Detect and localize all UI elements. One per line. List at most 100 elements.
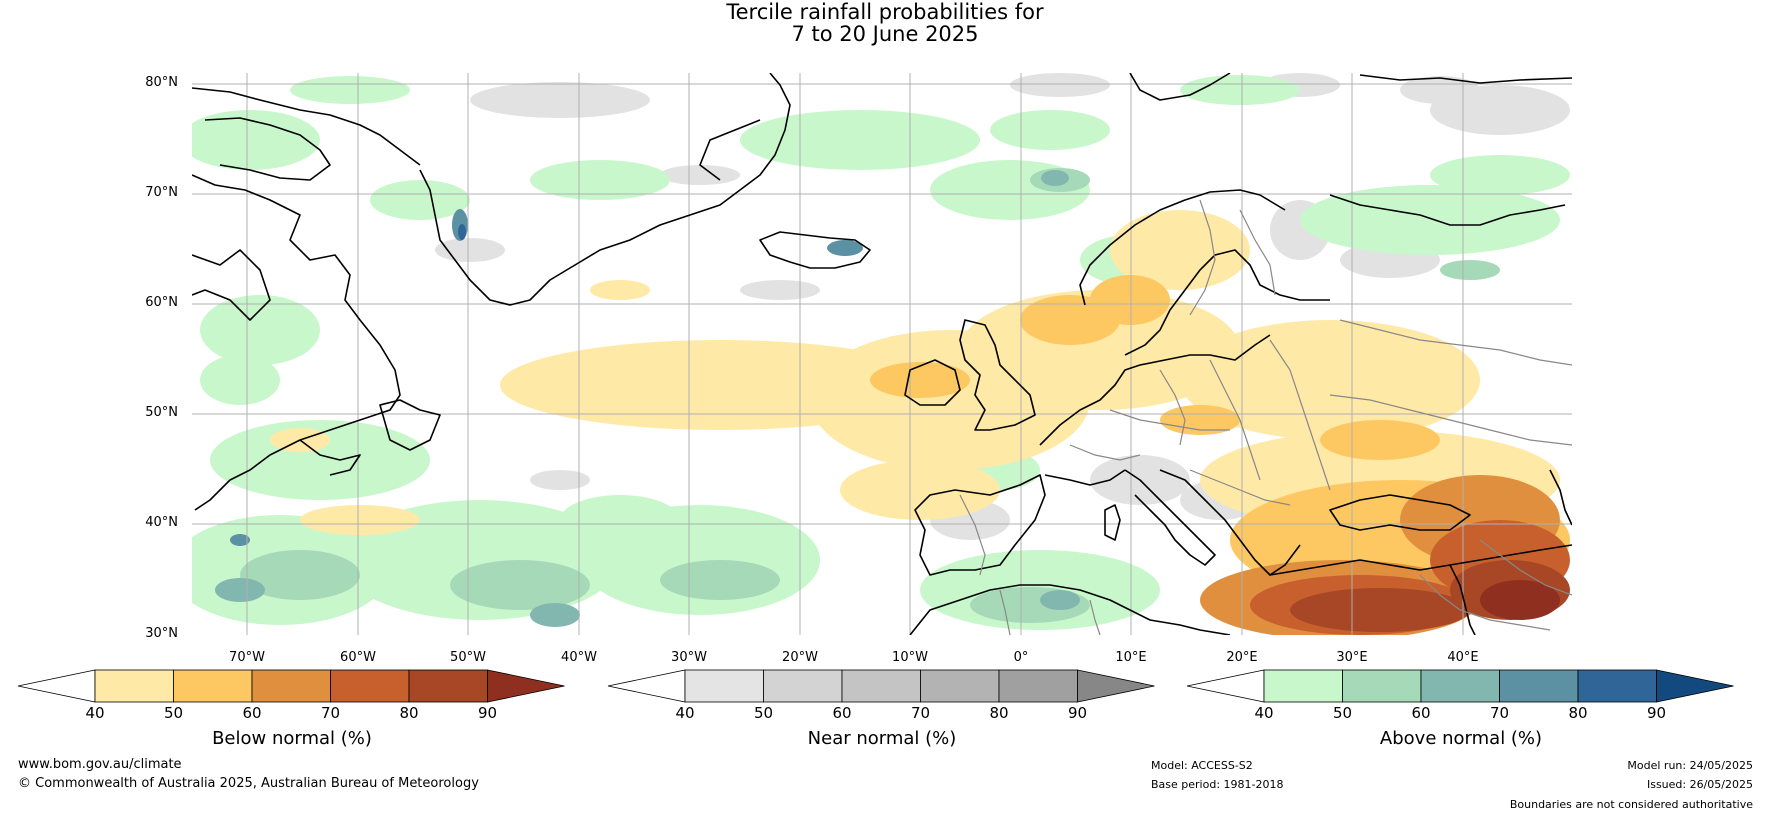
coast-barents (1359, 74, 1572, 84)
below-normal-areas (270, 210, 1570, 635)
coast-greenland (419, 73, 791, 306)
above-tick-90: 90 (1646, 704, 1667, 722)
colorbar-below-normal (17, 669, 565, 703)
lat-label-50n: 50°N (145, 405, 178, 420)
near-tick-60: 60 (832, 704, 852, 722)
near-tick-50: 50 (753, 704, 774, 722)
near-segment-0 (684, 669, 764, 703)
lon-label-60w: 60°W (340, 650, 376, 665)
below-tick-90: 90 (477, 704, 498, 722)
coast-levant (1449, 564, 1476, 635)
coast-balkans (1159, 469, 1301, 576)
footer-model-run: Model run: 24/05/2025 (1627, 759, 1753, 772)
near-segment-2 (841, 669, 921, 703)
coast-europe-west (1039, 334, 1271, 446)
lon-label-40e: 40°E (1447, 650, 1479, 665)
lon-label-30e: 30°E (1336, 650, 1368, 665)
below-arrow-low (17, 669, 96, 703)
below-arrow-high (487, 669, 565, 703)
lon-label-0: 0° (1013, 650, 1029, 665)
colorbar-below-label: Below normal (%) (212, 728, 372, 749)
below-tick-70: 70 (320, 704, 341, 722)
above-arrow-high (1656, 669, 1734, 703)
country-borders (959, 199, 1572, 635)
footer-model: Model: ACCESS-S2 (1151, 759, 1253, 772)
near-segment-1 (763, 669, 843, 703)
colorbar-near-normal (607, 669, 1155, 703)
lon-label-40w: 40°W (561, 650, 597, 665)
near-arrow-high (1077, 669, 1155, 703)
coast-france-med (1044, 469, 1126, 486)
lon-label-20w: 20°W (782, 650, 818, 665)
coast-newfoundland (379, 399, 441, 451)
coastlines (192, 73, 1572, 635)
below-segment-0 (94, 669, 174, 703)
coast-gulf (299, 439, 361, 476)
above-segment-4 (1577, 669, 1657, 703)
above-tick-80: 80 (1568, 704, 1588, 722)
lat-label-60n: 60°N (145, 295, 178, 310)
below-segment-1 (173, 669, 253, 703)
lat-label-40n: 40°N (145, 515, 178, 530)
near-tick-40: 40 (675, 704, 695, 722)
coast-ireland (904, 359, 961, 406)
coast-arctic-islands (192, 87, 421, 166)
coast-svalbard (1129, 73, 1231, 101)
coast-caspian (1549, 469, 1572, 526)
above-segment-2 (1420, 669, 1500, 703)
below-segment-3 (330, 669, 410, 703)
coast-great-britain (959, 319, 1036, 431)
near-tick-90: 90 (1067, 704, 1088, 722)
below-segment-4 (408, 669, 488, 703)
near-arrow-low (607, 669, 686, 703)
lat-label-80n: 80°N (145, 75, 178, 90)
above-arrow-low (1186, 669, 1265, 703)
footer-base-period: Base period: 1981-2018 (1151, 778, 1284, 791)
above-tick-50: 50 (1332, 704, 1353, 722)
below-tick-50: 50 (163, 704, 184, 722)
above-tick-70: 70 (1489, 704, 1510, 722)
map-title-line2: 7 to 20 June 2025 (791, 22, 979, 46)
coast-hudson (192, 249, 271, 321)
colorbar-near-label: Near normal (%) (807, 728, 957, 749)
above-normal-areas (192, 75, 1570, 630)
coast-norway (1079, 189, 1286, 306)
footer-website: www.bom.gov.au/climate (18, 757, 182, 772)
coast-north-africa (909, 584, 1231, 635)
lon-label-10w: 10°W (892, 650, 928, 665)
lat-label-70n: 70°N (145, 185, 178, 200)
below-tick-80: 80 (399, 704, 419, 722)
below-tick-60: 60 (242, 704, 262, 722)
footer-disclaimer: Boundaries are not considered authoritat… (1509, 798, 1753, 811)
footer-copyright: © Commonwealth of Australia 2025, Austra… (18, 776, 479, 791)
coast-baffin (204, 117, 331, 181)
coast-black-sea (1329, 494, 1471, 531)
above-segment-3 (1499, 669, 1579, 703)
coast-north-america (192, 174, 401, 511)
footer-issued: Issued: 26/05/2025 (1646, 778, 1753, 791)
below-tick-40: 40 (85, 704, 105, 722)
below-segment-2 (251, 669, 331, 703)
coast-iberia (914, 474, 1046, 576)
near-segment-4 (998, 669, 1078, 703)
coast-sweden-finland (1124, 249, 1330, 356)
lat-label-30n: 30°N (145, 626, 178, 641)
near-tick-70: 70 (910, 704, 931, 722)
map-title-line1: Tercile rainfall probabilities for (726, 0, 1044, 24)
near-tick-80: 80 (989, 704, 1009, 722)
coast-kola (1329, 194, 1566, 226)
coast-sardinia (1104, 504, 1121, 541)
coast-italy (1124, 469, 1216, 566)
above-tick-60: 60 (1411, 704, 1431, 722)
coast-greenland-east (699, 119, 761, 181)
lon-label-10e: 10°E (1115, 650, 1147, 665)
above-tick-40: 40 (1254, 704, 1274, 722)
above-segment-0 (1263, 669, 1343, 703)
near-segment-3 (920, 669, 1000, 703)
lon-label-20e: 20°E (1226, 650, 1258, 665)
colorbar-above-normal (1186, 669, 1734, 703)
colorbar-above-label: Above normal (%) (1379, 728, 1543, 749)
lon-label-70w: 70°W (229, 650, 265, 665)
